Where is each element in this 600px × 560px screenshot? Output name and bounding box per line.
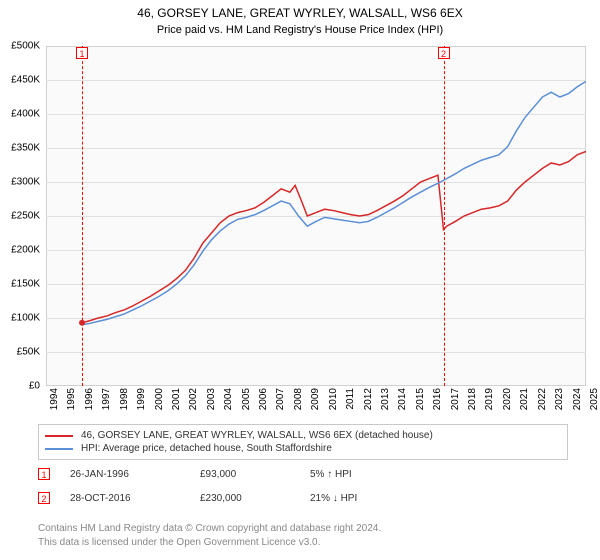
x-tick-label: 2009 bbox=[310, 388, 321, 418]
x-tick-label: 1997 bbox=[101, 388, 112, 418]
x-tick-label: 1994 bbox=[49, 388, 60, 418]
x-tick-label: 2013 bbox=[380, 388, 391, 418]
legend: 46, GORSEY LANE, GREAT WYRLEY, WALSALL, … bbox=[38, 424, 568, 460]
y-tick-label: £300K bbox=[0, 177, 40, 188]
data-row-1: 1 26-JAN-1996 £93,000 5% ↑ HPI bbox=[38, 468, 352, 480]
legend-swatch-hpi bbox=[45, 448, 73, 450]
x-tick-label: 2010 bbox=[328, 388, 339, 418]
x-tick-label: 2000 bbox=[154, 388, 165, 418]
chart-title: 46, GORSEY LANE, GREAT WYRLEY, WALSALL, … bbox=[0, 0, 600, 22]
legend-swatch-price bbox=[45, 435, 73, 437]
footnote-2: This data is licensed under the Open Gov… bbox=[38, 536, 320, 549]
x-tick-label: 2004 bbox=[223, 388, 234, 418]
x-tick-label: 2025 bbox=[589, 388, 600, 418]
x-tick-label: 2002 bbox=[188, 388, 199, 418]
x-tick-label: 2021 bbox=[519, 388, 530, 418]
y-tick-label: £250K bbox=[0, 211, 40, 222]
x-tick-label: 1995 bbox=[66, 388, 77, 418]
marker-box-1: 1 bbox=[76, 47, 88, 59]
x-tick-label: 2016 bbox=[432, 388, 443, 418]
y-tick-label: £0 bbox=[0, 381, 40, 392]
x-tick-label: 2015 bbox=[415, 388, 426, 418]
series-hpi bbox=[82, 81, 586, 324]
marker-box-2: 2 bbox=[438, 47, 450, 59]
legend-label-price: 46, GORSEY LANE, GREAT WYRLEY, WALSALL, … bbox=[81, 430, 433, 441]
x-tick-label: 2020 bbox=[502, 388, 513, 418]
data-row-1-marker: 1 bbox=[38, 468, 50, 480]
chart-container: 46, GORSEY LANE, GREAT WYRLEY, WALSALL, … bbox=[0, 0, 600, 560]
line-series-svg bbox=[46, 46, 586, 386]
x-tick-label: 2012 bbox=[363, 388, 374, 418]
data-row-2: 2 28-OCT-2016 £230,000 21% ↓ HPI bbox=[38, 492, 357, 504]
x-tick-label: 2024 bbox=[572, 388, 583, 418]
y-tick-label: £100K bbox=[0, 313, 40, 324]
y-tick-label: £50K bbox=[0, 347, 40, 358]
y-tick-label: £500K bbox=[0, 41, 40, 52]
footnote-1: Contains HM Land Registry data © Crown c… bbox=[38, 522, 381, 535]
data-row-1-price: £93,000 bbox=[200, 469, 310, 480]
y-tick-label: £400K bbox=[0, 109, 40, 120]
x-tick-label: 2022 bbox=[537, 388, 548, 418]
start-point-dot bbox=[79, 320, 85, 326]
x-tick-label: 2001 bbox=[171, 388, 182, 418]
x-tick-label: 2006 bbox=[258, 388, 269, 418]
chart-subtitle: Price paid vs. HM Land Registry's House … bbox=[0, 22, 600, 36]
legend-label-hpi: HPI: Average price, detached house, Sout… bbox=[81, 443, 332, 454]
y-tick-label: £200K bbox=[0, 245, 40, 256]
y-tick-label: £350K bbox=[0, 143, 40, 154]
legend-item-price: 46, GORSEY LANE, GREAT WYRLEY, WALSALL, … bbox=[45, 429, 561, 442]
x-tick-label: 1999 bbox=[136, 388, 147, 418]
data-row-2-delta: 21% ↓ HPI bbox=[310, 493, 357, 504]
legend-item-hpi: HPI: Average price, detached house, Sout… bbox=[45, 442, 561, 455]
y-tick-label: £450K bbox=[0, 75, 40, 86]
data-row-2-marker: 2 bbox=[38, 492, 50, 504]
x-tick-label: 2008 bbox=[293, 388, 304, 418]
data-row-1-date: 26-JAN-1996 bbox=[70, 469, 200, 480]
data-row-2-price: £230,000 bbox=[200, 493, 310, 504]
x-tick-label: 2023 bbox=[554, 388, 565, 418]
x-tick-label: 2014 bbox=[397, 388, 408, 418]
x-tick-label: 2003 bbox=[206, 388, 217, 418]
data-row-1-delta: 5% ↑ HPI bbox=[310, 469, 352, 480]
x-tick-label: 1998 bbox=[119, 388, 130, 418]
chart-area: 12 bbox=[46, 46, 586, 386]
y-tick-label: £150K bbox=[0, 279, 40, 290]
x-tick-label: 1996 bbox=[84, 388, 95, 418]
x-tick-label: 2005 bbox=[241, 388, 252, 418]
x-tick-label: 2011 bbox=[345, 388, 356, 418]
x-tick-label: 2018 bbox=[467, 388, 478, 418]
x-tick-label: 2007 bbox=[275, 388, 286, 418]
x-tick-label: 2019 bbox=[484, 388, 495, 418]
x-tick-label: 2017 bbox=[450, 388, 461, 418]
data-row-2-date: 28-OCT-2016 bbox=[70, 493, 200, 504]
